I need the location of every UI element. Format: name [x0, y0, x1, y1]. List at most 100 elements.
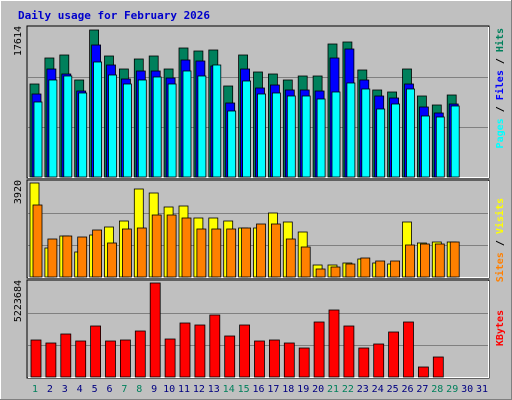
- pages-bar-day-24: [376, 108, 386, 178]
- legend-top-files: Files: [494, 70, 506, 100]
- x-tick-label-24: 24: [372, 384, 384, 395]
- sites-bar-day-29: [449, 241, 460, 278]
- x-tick-label-29: 29: [446, 384, 458, 395]
- sites-bar-day-3: [62, 235, 73, 278]
- kbytes-bar-day-25: [388, 331, 400, 378]
- x-tick-label-3: 3: [62, 384, 68, 395]
- pages-bar-day-25: [391, 103, 401, 178]
- pages-bar-day-9: [152, 76, 162, 178]
- chart-title: Daily usage for February 2026: [18, 9, 210, 22]
- pages-bar-day-13: [212, 64, 222, 178]
- x-tick-label-17: 17: [267, 384, 279, 395]
- pages-bar-day-11: [182, 70, 192, 178]
- pages-bar-day-27: [420, 115, 430, 178]
- kbytes-bar-day-22: [343, 325, 355, 378]
- kbytes-bar-day-8: [134, 330, 146, 378]
- x-tick-label-31: 31: [476, 384, 488, 395]
- x-tick-label-4: 4: [77, 384, 83, 395]
- sites-bar-day-13: [211, 228, 222, 278]
- pages-bar-day-3: [63, 75, 73, 178]
- x-tick-label-7: 7: [121, 384, 127, 395]
- kbytes-bar-day-3: [60, 333, 72, 378]
- x-tick-label-19: 19: [297, 384, 309, 395]
- panel-top: [26, 25, 490, 179]
- x-tick-label-9: 9: [151, 384, 157, 395]
- sites-bar-day-16: [256, 223, 266, 278]
- legend-middle-sites: Sites: [494, 252, 506, 282]
- y-max-label-middle: 3920: [13, 180, 24, 204]
- sites-bar-day-14: [226, 228, 237, 278]
- sites-bar-day-21: [330, 266, 341, 278]
- sites-bar-day-2: [47, 238, 58, 278]
- x-tick-label-27: 27: [416, 384, 428, 395]
- x-tick-label-26: 26: [401, 384, 413, 395]
- x-tick-label-15: 15: [238, 384, 250, 395]
- kbytes-bar-day-10: [164, 338, 176, 378]
- kbytes-bar-day-17: [268, 339, 280, 378]
- x-tick-label-6: 6: [106, 384, 112, 395]
- sites-bar-day-10: [166, 214, 177, 278]
- sites-bar-day-15: [241, 227, 252, 278]
- sites-bar-day-27: [419, 243, 430, 278]
- kbytes-bar-day-12: [194, 324, 206, 378]
- kbytes-bar-day-26: [403, 321, 414, 378]
- sites-bar-day-5: [92, 229, 102, 278]
- legend-top-hits: Hits: [494, 28, 506, 52]
- pages-bar-day-10: [167, 83, 177, 178]
- legend-middle-separator: /: [495, 234, 506, 252]
- legend-middle: Sites / Visits: [494, 198, 506, 282]
- x-tick-label-16: 16: [252, 384, 264, 395]
- kbytes-bar-day-11: [179, 322, 191, 378]
- legend-middle-visits: Visits: [494, 198, 506, 234]
- kbytes-bar-day-9: [149, 282, 161, 378]
- x-tick-label-23: 23: [357, 384, 369, 395]
- sites-bar-day-9: [151, 214, 162, 278]
- pages-bar-day-14: [227, 110, 237, 178]
- kbytes-bar-day-19: [298, 347, 310, 378]
- pages-bar-day-20: [316, 98, 326, 178]
- kbytes-bar-day-7: [120, 339, 131, 378]
- pages-bar-day-7: [123, 83, 132, 178]
- pages-bar-day-19: [301, 95, 311, 178]
- y-max-label-bottom: 5223684: [13, 280, 24, 322]
- sites-bar-day-12: [196, 228, 207, 278]
- x-tick-label-30: 30: [461, 384, 473, 395]
- kbytes-bar-day-4: [75, 340, 87, 378]
- pages-bar-day-6: [108, 74, 117, 178]
- pages-bar-day-2: [48, 79, 58, 178]
- kbytes-bar-day-1: [30, 339, 42, 378]
- pages-bar-day-28: [435, 116, 445, 178]
- pages-bar-day-29: [450, 105, 460, 178]
- pages-bar-day-21: [331, 91, 341, 178]
- kbytes-bar-day-21: [328, 309, 340, 378]
- sites-bar-day-8: [136, 227, 147, 278]
- kbytes-bar-day-28: [432, 356, 444, 378]
- kbytes-bar-day-27: [417, 366, 429, 378]
- x-tick-label-13: 13: [208, 384, 220, 395]
- kbytes-bar-day-14: [224, 335, 236, 378]
- kbytes-bar-day-5: [90, 325, 101, 378]
- pages-bar-day-26: [406, 88, 415, 178]
- sites-bar-day-4: [77, 236, 88, 278]
- legend-top-pages: Pages: [495, 118, 506, 148]
- sites-bar-day-19: [300, 246, 311, 278]
- sites-bar-day-6: [107, 242, 117, 278]
- panel-bottom: [26, 279, 490, 379]
- legend-bottom: KBytes: [495, 310, 506, 346]
- pages-bar-day-8: [137, 79, 147, 178]
- legend-top-separator: /: [495, 52, 506, 70]
- pages-bar-day-16: [257, 93, 266, 178]
- kbytes-bar-day-23: [358, 347, 370, 378]
- pages-bar-day-23: [361, 88, 371, 178]
- pages-bar-day-5: [93, 61, 102, 178]
- pages-bar-day-1: [33, 101, 43, 178]
- x-tick-label-5: 5: [92, 384, 98, 395]
- x-tick-label-21: 21: [327, 384, 339, 395]
- kbytes-bar-day-24: [373, 343, 385, 378]
- sites-bar-day-23: [360, 257, 371, 278]
- legend-top-separator: /: [495, 100, 506, 118]
- sites-bar-day-1: [32, 204, 43, 278]
- x-tick-label-18: 18: [282, 384, 294, 395]
